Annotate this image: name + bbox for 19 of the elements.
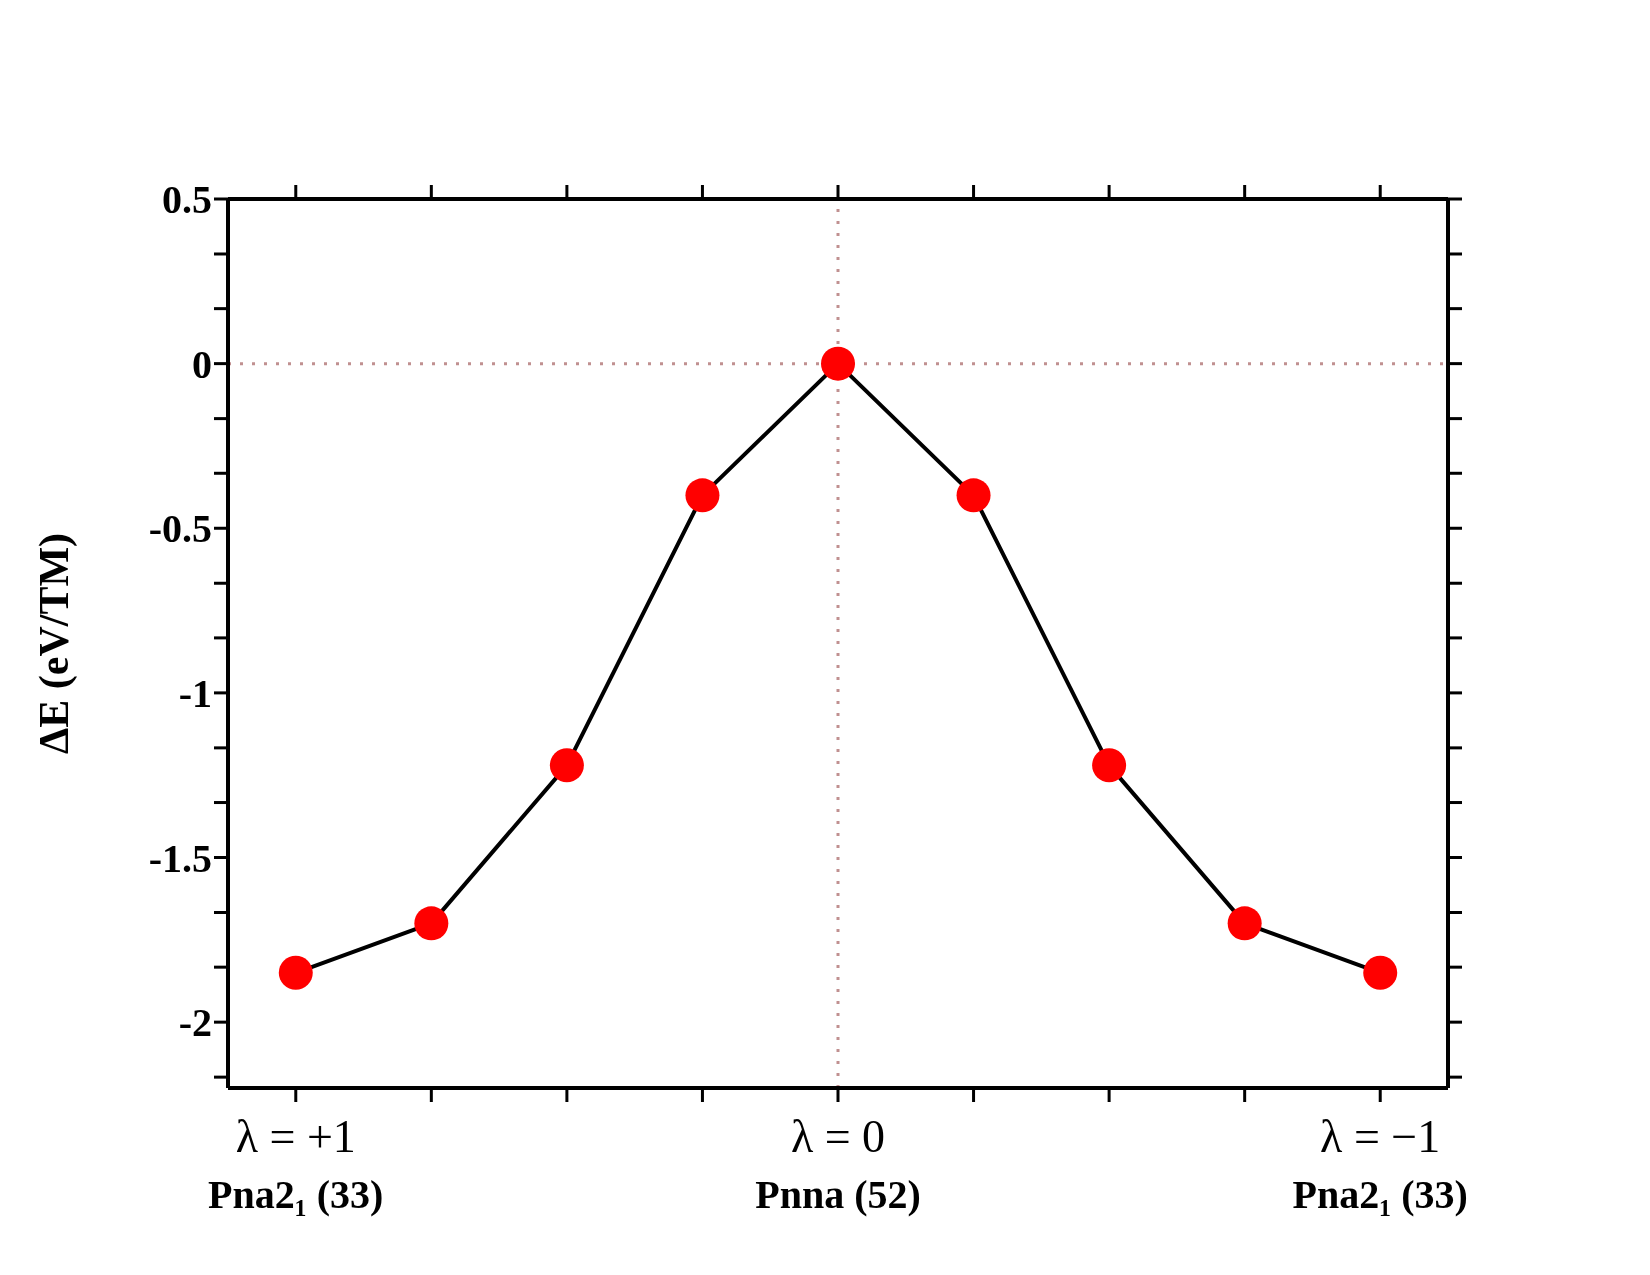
point bbox=[821, 346, 855, 381]
y-tick-label: 0 bbox=[192, 341, 212, 387]
point bbox=[1227, 906, 1262, 941]
x-tick-label: λ = −1 Pna2₁ (33) bbox=[1292, 1111, 1468, 1217]
y-tick-label: 0.5 bbox=[162, 177, 212, 223]
y-tick-label: -2 bbox=[178, 1000, 212, 1046]
x-tick-label: λ = 0 Pnna (52) bbox=[755, 1111, 921, 1217]
y-axis-title: ΔE (eV/TM) bbox=[30, 532, 78, 755]
point bbox=[956, 478, 991, 513]
y-tick-label: -0.5 bbox=[148, 506, 212, 552]
y-tick-label: -1.5 bbox=[148, 835, 212, 881]
point bbox=[549, 748, 584, 783]
point bbox=[1092, 748, 1127, 783]
point bbox=[278, 955, 313, 990]
y-tick-label: -1 bbox=[178, 671, 212, 717]
point bbox=[414, 906, 449, 941]
point bbox=[685, 478, 720, 513]
point bbox=[1363, 955, 1398, 990]
x-tick-label: λ = +1 Pna2₁ (33) bbox=[208, 1111, 384, 1217]
